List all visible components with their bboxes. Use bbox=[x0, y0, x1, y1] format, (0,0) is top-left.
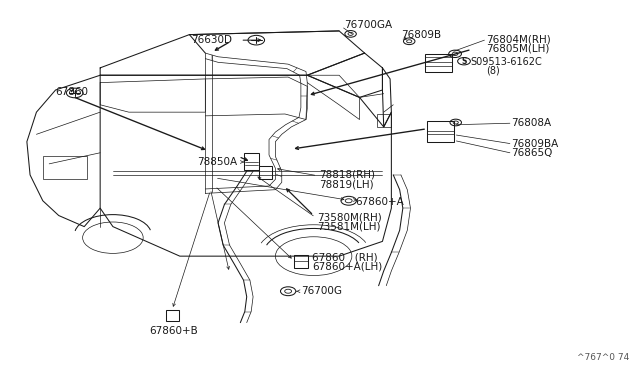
Text: 67860+B: 67860+B bbox=[149, 326, 198, 336]
Text: 78819(LH): 78819(LH) bbox=[319, 179, 373, 189]
Text: ^767^0 74: ^767^0 74 bbox=[577, 353, 629, 362]
Text: 67860: 67860 bbox=[56, 87, 88, 97]
Text: 78850A: 78850A bbox=[197, 157, 237, 167]
Text: 67860+A(LH): 67860+A(LH) bbox=[312, 262, 383, 272]
Text: 76808A: 76808A bbox=[511, 118, 551, 128]
FancyBboxPatch shape bbox=[244, 153, 259, 170]
Bar bbox=[43, 157, 88, 179]
Bar bbox=[166, 310, 179, 321]
Bar bbox=[427, 121, 454, 142]
Bar bbox=[378, 114, 392, 127]
Text: 76700GA: 76700GA bbox=[344, 20, 392, 31]
Text: 76809BA: 76809BA bbox=[511, 138, 559, 148]
Text: 76805M(LH): 76805M(LH) bbox=[486, 44, 549, 54]
Text: 76804M(RH): 76804M(RH) bbox=[486, 34, 550, 44]
Text: 73581M(LH): 73581M(LH) bbox=[317, 222, 380, 232]
Text: 76865Q: 76865Q bbox=[511, 148, 552, 158]
FancyBboxPatch shape bbox=[259, 166, 272, 179]
Text: 76700G: 76700G bbox=[301, 286, 342, 296]
Text: 76630D: 76630D bbox=[191, 35, 232, 45]
Text: S: S bbox=[461, 57, 467, 66]
Bar bbox=[294, 255, 308, 268]
Text: 67860+A: 67860+A bbox=[356, 196, 404, 206]
Text: 76809B: 76809B bbox=[401, 30, 441, 40]
Text: S09513-6162C: S09513-6162C bbox=[470, 57, 542, 67]
Text: 73580M(RH): 73580M(RH) bbox=[317, 212, 381, 222]
Text: (8): (8) bbox=[486, 66, 499, 76]
Text: 78818(RH): 78818(RH) bbox=[319, 170, 375, 180]
Text: 67860   (RH): 67860 (RH) bbox=[312, 253, 378, 263]
Bar bbox=[425, 54, 452, 71]
